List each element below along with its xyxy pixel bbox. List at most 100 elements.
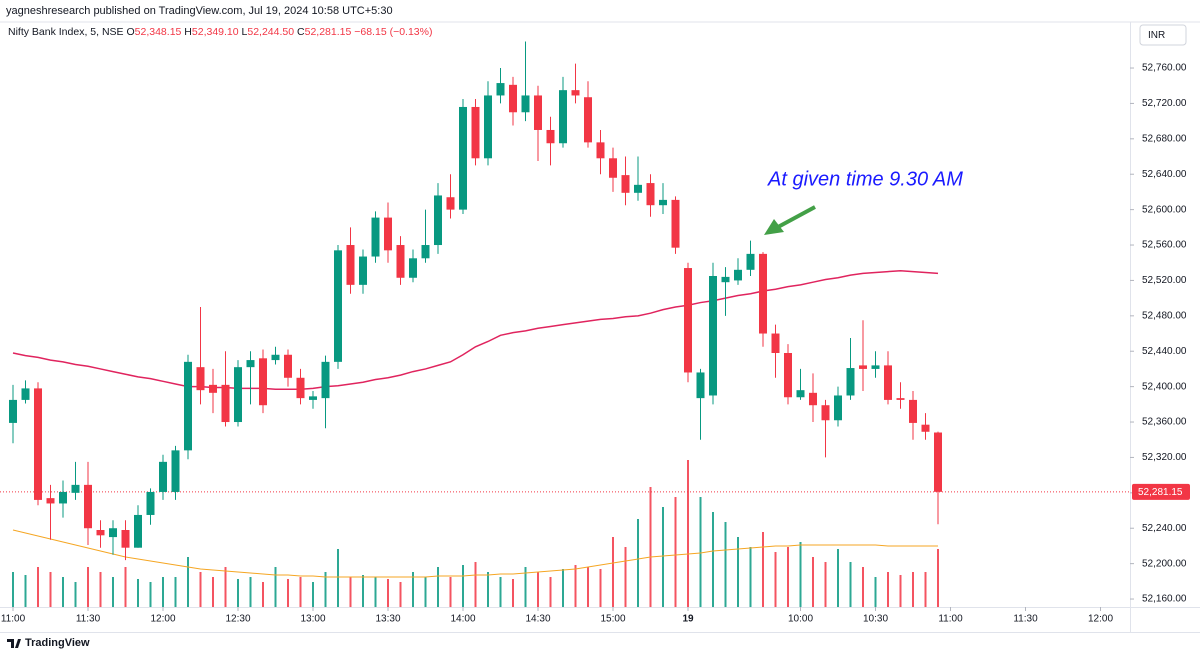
volume-bar — [349, 577, 352, 607]
volume-bar — [249, 577, 252, 607]
candle-body — [259, 358, 267, 406]
candle-body — [834, 395, 842, 421]
candle-body — [346, 245, 355, 285]
volume-bar — [74, 582, 77, 607]
candle-body — [184, 361, 192, 451]
y-tick-label: 52,320.00 — [1142, 452, 1187, 463]
candle-body — [846, 368, 855, 396]
candle-body — [884, 365, 892, 400]
volume-bar — [862, 567, 864, 607]
y-tick-label: 52,520.00 — [1142, 275, 1187, 286]
candle-body — [71, 484, 80, 493]
volume-bar — [299, 577, 302, 607]
y-tick-label: 52,760.00 — [1142, 63, 1187, 74]
volume-bar — [137, 579, 139, 607]
candle-body — [309, 396, 317, 400]
volume-bar — [649, 487, 652, 607]
candle-body — [271, 354, 280, 361]
volume-bar — [187, 557, 189, 607]
candle-body — [509, 84, 517, 113]
annotation-text: At given time 9.30 AM — [767, 168, 963, 190]
volume-bar — [437, 567, 439, 607]
candle-body — [609, 158, 617, 178]
x-tick-label: 10:30 — [863, 614, 888, 625]
volume-bar — [199, 572, 202, 607]
volume-bar — [424, 577, 427, 607]
volume-bar — [499, 577, 502, 607]
last-price-tag — [1132, 483, 1190, 500]
legend-key: O — [126, 26, 134, 38]
candle-body — [434, 195, 442, 246]
legend-key: H — [184, 26, 192, 38]
candle-body — [421, 245, 430, 259]
y-tick-label: 52,600.00 — [1142, 204, 1187, 215]
volume-bar — [537, 572, 539, 607]
volume-bar — [362, 575, 364, 607]
y-tick-label: 52,680.00 — [1142, 133, 1187, 144]
x-tick-label: 11:00 — [938, 614, 963, 625]
volume-bar — [787, 547, 789, 607]
candle-body — [909, 399, 917, 423]
x-tick-label: 15:00 — [600, 614, 625, 625]
volume-bar — [887, 572, 889, 607]
volume-bar — [837, 549, 839, 607]
candle-body — [546, 129, 555, 144]
last-price-label: 52,281.15 — [1138, 487, 1183, 498]
volume-bar — [162, 577, 164, 607]
x-tick-label: 14:00 — [450, 614, 475, 625]
volume-bar — [549, 577, 552, 607]
volume-bar — [312, 582, 314, 607]
x-tick-label: 13:30 — [375, 614, 400, 625]
candle-body — [384, 217, 392, 251]
volume-bar — [274, 567, 277, 607]
volume-bar — [612, 537, 614, 607]
candle-body — [34, 388, 42, 500]
x-tick-label: 10:00 — [788, 614, 813, 625]
candle-body — [221, 384, 230, 423]
candle-body — [721, 276, 730, 283]
candle-body — [534, 95, 542, 130]
y-tick-label: 52,240.00 — [1142, 523, 1187, 534]
x-tick-label: 13:00 — [300, 614, 325, 625]
x-tick-label: 11:30 — [1013, 614, 1038, 625]
volume-bar — [712, 512, 714, 607]
candle-body — [584, 97, 592, 143]
candle-body — [46, 498, 55, 504]
volume-bar — [699, 497, 702, 607]
plot — [0, 41, 1130, 607]
y-tick-label: 52,720.00 — [1142, 98, 1187, 109]
volume-bar — [824, 562, 827, 607]
candle-body — [734, 269, 742, 281]
x-tick-label: 12:30 — [225, 614, 250, 625]
candle-body — [896, 398, 905, 400]
volume-bar — [799, 542, 802, 607]
volume-bar — [487, 572, 489, 607]
candle-body — [646, 183, 655, 206]
annotation-arrow — [777, 205, 816, 229]
y-tick-label: 52,440.00 — [1142, 346, 1187, 357]
volume-bar — [874, 577, 877, 607]
volume-bar — [624, 547, 627, 607]
candle-body — [109, 528, 117, 538]
candle-body — [59, 491, 67, 504]
volume-bar — [449, 577, 452, 607]
candle-body — [321, 361, 330, 399]
volume-bar — [937, 549, 939, 607]
y-tick-label: 52,640.00 — [1142, 169, 1187, 180]
candle-body — [396, 245, 405, 278]
ma-line — [12, 269, 939, 391]
volume-bar — [924, 572, 927, 607]
volume-bar — [762, 532, 764, 607]
candle-body — [759, 253, 767, 334]
currency-button[interactable] — [1139, 24, 1187, 46]
legend-symbol: Nifty Bank Index, 5, NSE — [8, 26, 124, 38]
volume-ma-line — [12, 529, 938, 578]
volume-bar — [749, 547, 752, 607]
volume-bar — [374, 577, 377, 607]
x-tick-label: 14:30 — [525, 614, 550, 625]
candle-body — [496, 83, 505, 96]
volume-bar — [637, 519, 639, 607]
candle-body — [796, 390, 805, 398]
volume-bar — [687, 460, 689, 607]
legend-value: 52,349.10 — [192, 26, 239, 38]
